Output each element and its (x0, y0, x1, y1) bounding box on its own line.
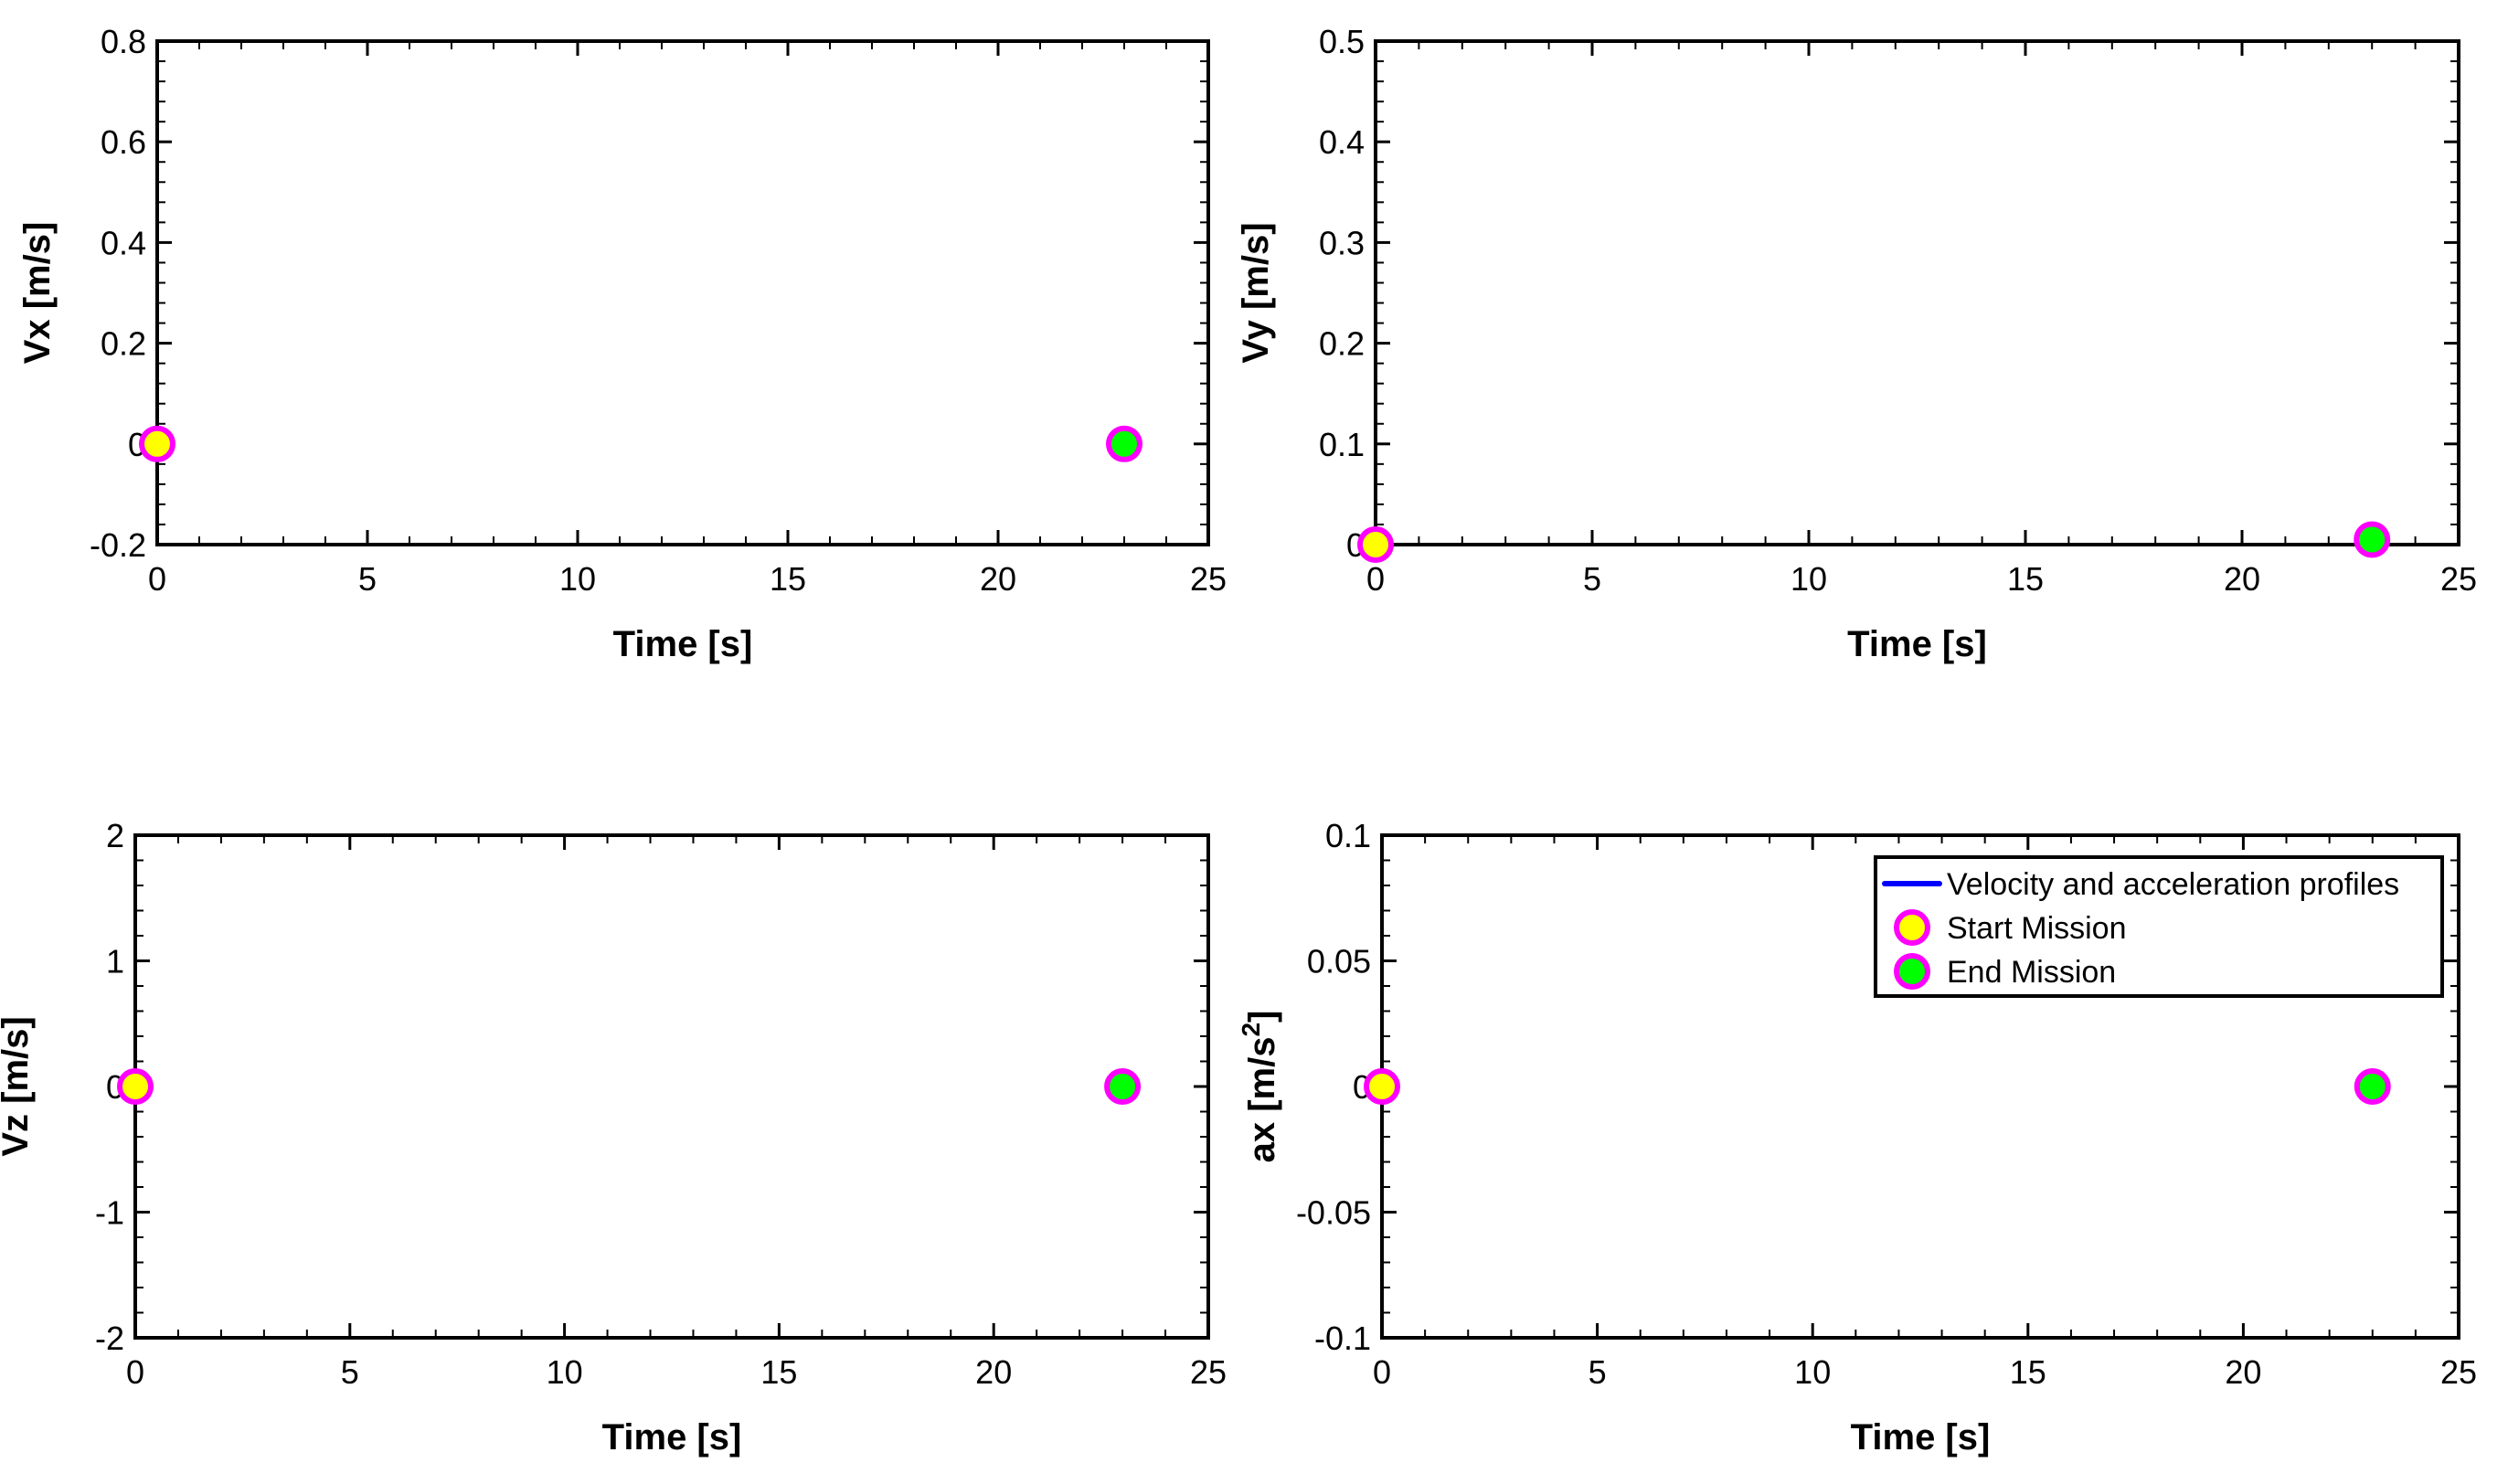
x-tick-label: 25 (1190, 560, 1227, 598)
y-tick-label: -0.05 (1296, 1194, 1371, 1232)
y-tick-label: 0.4 (101, 224, 146, 261)
y-tick-label: 1 (106, 943, 124, 980)
x-tick-label: 0 (126, 1353, 144, 1391)
x-tick-label: 15 (2007, 560, 2044, 598)
x-axis-label: Time [s] (1851, 1417, 1991, 1458)
x-tick-label: 5 (1583, 560, 1601, 598)
y-axis-label: Vy [m/s] (1236, 222, 1276, 363)
end-mission-marker (2354, 1068, 2391, 1105)
x-tick-label: 20 (980, 560, 1016, 598)
axis-box (1374, 39, 2460, 546)
y-tick-label: 0.1 (1319, 426, 1365, 463)
y-axis-label-main: Vx [m/s] (17, 222, 58, 365)
y-tick-label: 2 (106, 817, 124, 854)
end-mission-marker (1104, 1068, 1142, 1105)
x-tick-label: 15 (2010, 1353, 2046, 1391)
x-tick-label: 25 (1190, 1353, 1227, 1391)
legend-entry: End Mission (1947, 955, 2116, 990)
x-tick-label: 10 (547, 1353, 583, 1391)
y-tick-label: -0.1 (1314, 1320, 1371, 1357)
y-axis-label: Vx [m/s] (17, 222, 58, 365)
y-tick-label: 0.5 (1319, 23, 1365, 60)
y-axis-label-main: Vy [m/s] (1236, 222, 1276, 363)
x-tick-label: 20 (975, 1353, 1012, 1391)
y-axis-label: Vz [m/s] (0, 1016, 36, 1156)
x-tick-label: 15 (770, 560, 806, 598)
y-tick-label: -0.2 (90, 526, 146, 564)
y-axis-label: ax [m/s2] (1237, 1011, 1282, 1163)
legend-entry: Velocity and acceleration profiles (1947, 867, 2399, 902)
y-axis-label-main: Vz [m/s] (0, 1016, 36, 1156)
legend-entry: Start Mission (1947, 911, 2127, 946)
legend-box (1874, 855, 2444, 998)
x-tick-label: 5 (358, 560, 377, 598)
axis-box (133, 833, 1210, 1340)
y-tick-label: 0.2 (1319, 325, 1365, 363)
x-tick-label: 0 (1373, 1353, 1391, 1391)
y-tick-label: -2 (95, 1320, 124, 1357)
legend: Velocity and acceleration profiles Start … (1874, 855, 2444, 998)
x-tick-label: 10 (559, 560, 596, 598)
legend-start-swatch (1894, 909, 1930, 946)
x-axis-label: Time [s] (613, 624, 753, 664)
axis-box (155, 39, 1210, 546)
y-tick-label: 0.3 (1319, 224, 1365, 261)
y-tick-label: 0.2 (101, 325, 146, 363)
x-tick-label: 10 (1794, 1353, 1831, 1391)
x-tick-label: 20 (2224, 560, 2260, 598)
start-mission-marker (139, 425, 175, 462)
y-tick-label: 0.4 (1319, 123, 1365, 161)
x-axis-label: Time [s] (1847, 624, 1987, 664)
x-tick-label: 25 (2440, 1353, 2477, 1391)
x-tick-label: 5 (341, 1353, 359, 1391)
end-mission-marker (2354, 521, 2391, 558)
start-mission-marker (1364, 1068, 1400, 1105)
x-tick-label: 0 (1366, 560, 1385, 598)
y-axis-label-sup: 2 (1237, 1023, 1265, 1037)
x-tick-label: 25 (2440, 560, 2477, 598)
x-tick-label: 5 (1589, 1353, 1607, 1391)
y-tick-label: 0.1 (1325, 817, 1371, 854)
legend-end-swatch (1894, 953, 1930, 990)
start-mission-marker (117, 1068, 154, 1105)
x-tick-label: 10 (1791, 560, 1827, 598)
y-tick-label: 0.8 (101, 23, 146, 60)
x-tick-label: 0 (148, 560, 166, 598)
y-axis-label-tail: ] (1242, 1011, 1282, 1023)
start-mission-marker (1357, 526, 1394, 563)
y-tick-label: -1 (95, 1194, 124, 1232)
x-axis-label: Time [s] (602, 1417, 742, 1458)
y-axis-label-main: ax [m/s (1242, 1037, 1282, 1163)
x-tick-label: 20 (2225, 1353, 2261, 1391)
y-tick-label: 0.05 (1307, 943, 1371, 980)
end-mission-marker (1106, 425, 1142, 462)
y-tick-label: 0.6 (101, 123, 146, 161)
x-tick-label: 15 (760, 1353, 797, 1391)
